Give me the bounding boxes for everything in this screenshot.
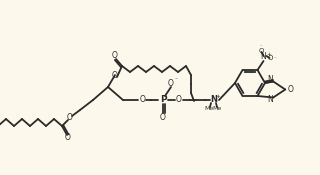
- Text: P: P: [160, 96, 166, 104]
- Text: O: O: [168, 79, 174, 88]
- Text: Me: Me: [212, 107, 222, 111]
- Text: O: O: [160, 113, 166, 121]
- Text: Me: Me: [204, 107, 214, 111]
- Text: ⁻: ⁻: [259, 44, 262, 50]
- Text: N: N: [268, 75, 273, 84]
- Text: N: N: [211, 96, 218, 104]
- Text: O: O: [140, 96, 146, 104]
- Text: O: O: [287, 85, 293, 94]
- Text: ⁻: ⁻: [174, 79, 178, 83]
- Text: +: +: [266, 51, 271, 57]
- Text: N: N: [268, 95, 273, 104]
- Text: O: O: [268, 55, 273, 61]
- Text: O: O: [67, 114, 73, 122]
- Text: O: O: [176, 96, 182, 104]
- Text: +: +: [216, 94, 220, 100]
- Text: ⁻: ⁻: [273, 57, 276, 61]
- Text: O: O: [259, 48, 264, 54]
- Text: N: N: [260, 51, 266, 61]
- Text: O: O: [112, 71, 118, 79]
- Text: O: O: [112, 51, 118, 60]
- Text: O: O: [65, 134, 71, 142]
